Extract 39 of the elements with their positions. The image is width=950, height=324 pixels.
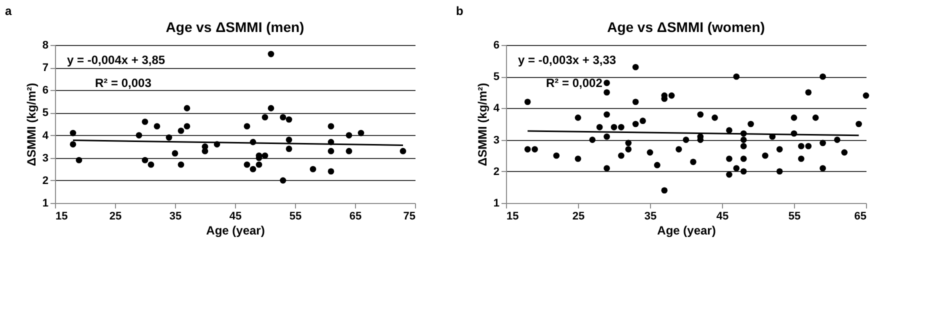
- y-tick-label: 1: [42, 198, 48, 210]
- x-tick-label: 35: [644, 210, 657, 222]
- y-axis-title: ΔSMMI (kg/m²): [475, 82, 490, 166]
- chart-title: Age vs ΔSMMI (men): [166, 19, 304, 35]
- y-axis-title: ΔSMMI (kg/m²): [24, 82, 38, 166]
- annotation: R² = 0,003: [95, 76, 152, 90]
- y-tick-label: 6: [493, 40, 500, 52]
- x-tick-label: 25: [109, 210, 122, 222]
- x-axis-title: Age (year): [657, 224, 716, 238]
- x-tick-label: 65: [854, 210, 866, 222]
- y-tick-label: 4: [42, 130, 50, 142]
- y-tick-label: 4: [493, 102, 500, 115]
- annotation: y = -0,004x + 3,85: [67, 53, 166, 67]
- y-tick-label: 6: [42, 84, 48, 97]
- x-tick-label: 45: [229, 210, 242, 222]
- y-tick-label: 2: [42, 174, 48, 187]
- y-tick-label: 5: [493, 71, 500, 84]
- annotation: y = -0,003x + 3,33: [518, 53, 616, 67]
- x-tick-label: 15: [56, 210, 68, 222]
- y-tick-label: 3: [42, 152, 48, 164]
- annotation: R² = 0,002: [546, 76, 603, 90]
- x-tick-label: 55: [289, 210, 302, 222]
- y-tick-label: 1: [493, 198, 500, 210]
- x-tick-label: 45: [716, 210, 729, 222]
- x-tick-label: 55: [788, 210, 801, 222]
- x-tick-label: 65: [349, 210, 362, 222]
- y-tick-label: 2: [493, 166, 500, 178]
- text: a: [5, 4, 12, 18]
- x-tick-label: 25: [572, 210, 585, 222]
- x-tick-label: 35: [169, 210, 182, 222]
- y-tick-label: 7: [42, 62, 48, 74]
- x-axis-title: Age (year): [206, 224, 265, 238]
- chart-title: Age vs ΔSMMI (women): [607, 19, 765, 35]
- y-tick-label: 5: [42, 107, 48, 120]
- text: b: [456, 4, 464, 18]
- y-tick-label: 3: [493, 134, 500, 146]
- x-tick-label: 15: [506, 210, 519, 222]
- y-tick-label: 8: [42, 40, 48, 52]
- x-tick-label: 75: [403, 210, 416, 222]
